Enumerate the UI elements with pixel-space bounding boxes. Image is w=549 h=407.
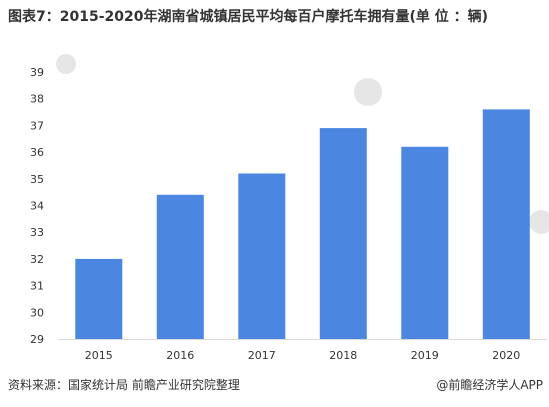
y-tick-label: 29 <box>30 333 44 346</box>
watermark-logo-icon <box>354 78 382 106</box>
source-note: 资料来源：国家统计局 前瞻产业研究院整理 <box>8 378 240 392</box>
y-tick-label: 31 <box>30 280 44 293</box>
bar-2015 <box>75 258 123 339</box>
y-axis: 29 30 31 32 33 34 35 36 37 38 39 <box>30 66 547 346</box>
y-tick-label: 35 <box>30 173 44 186</box>
y-tick-label: 38 <box>30 93 44 106</box>
watermarks <box>56 54 549 234</box>
bar-2017 <box>238 173 286 339</box>
bar-2018 <box>319 128 367 339</box>
y-tick-label: 32 <box>30 253 44 266</box>
x-tick-label: 2019 <box>411 349 439 362</box>
bar-2019 <box>401 146 449 339</box>
x-tick-label: 2015 <box>85 349 113 362</box>
x-tick-label: 2017 <box>248 349 276 362</box>
y-tick-label: 37 <box>30 119 44 132</box>
credit-label: @前瞻经济学人APP <box>436 378 543 392</box>
x-tick-label: 2018 <box>329 349 357 362</box>
y-tick-label: 34 <box>30 200 44 213</box>
chart-title: 图表7：2015-2020年湖南省城镇居民平均每百户摩托车拥有量(单 位 ：辆) <box>8 9 489 25</box>
bar-2020 <box>482 109 530 340</box>
y-tick-label: 30 <box>30 306 44 319</box>
y-tick-label: 39 <box>30 66 44 79</box>
y-tick-label: 33 <box>30 226 44 239</box>
x-axis: 2015 2016 2017 2018 2019 2020 <box>85 349 520 362</box>
x-tick-label: 2020 <box>492 349 520 362</box>
watermark-logo-icon <box>56 54 76 74</box>
watermark-logo-icon <box>529 210 549 234</box>
y-tick-label: 36 <box>30 146 44 159</box>
x-tick-label: 2016 <box>166 349 194 362</box>
bars <box>75 109 530 340</box>
bar-2016 <box>156 194 204 339</box>
